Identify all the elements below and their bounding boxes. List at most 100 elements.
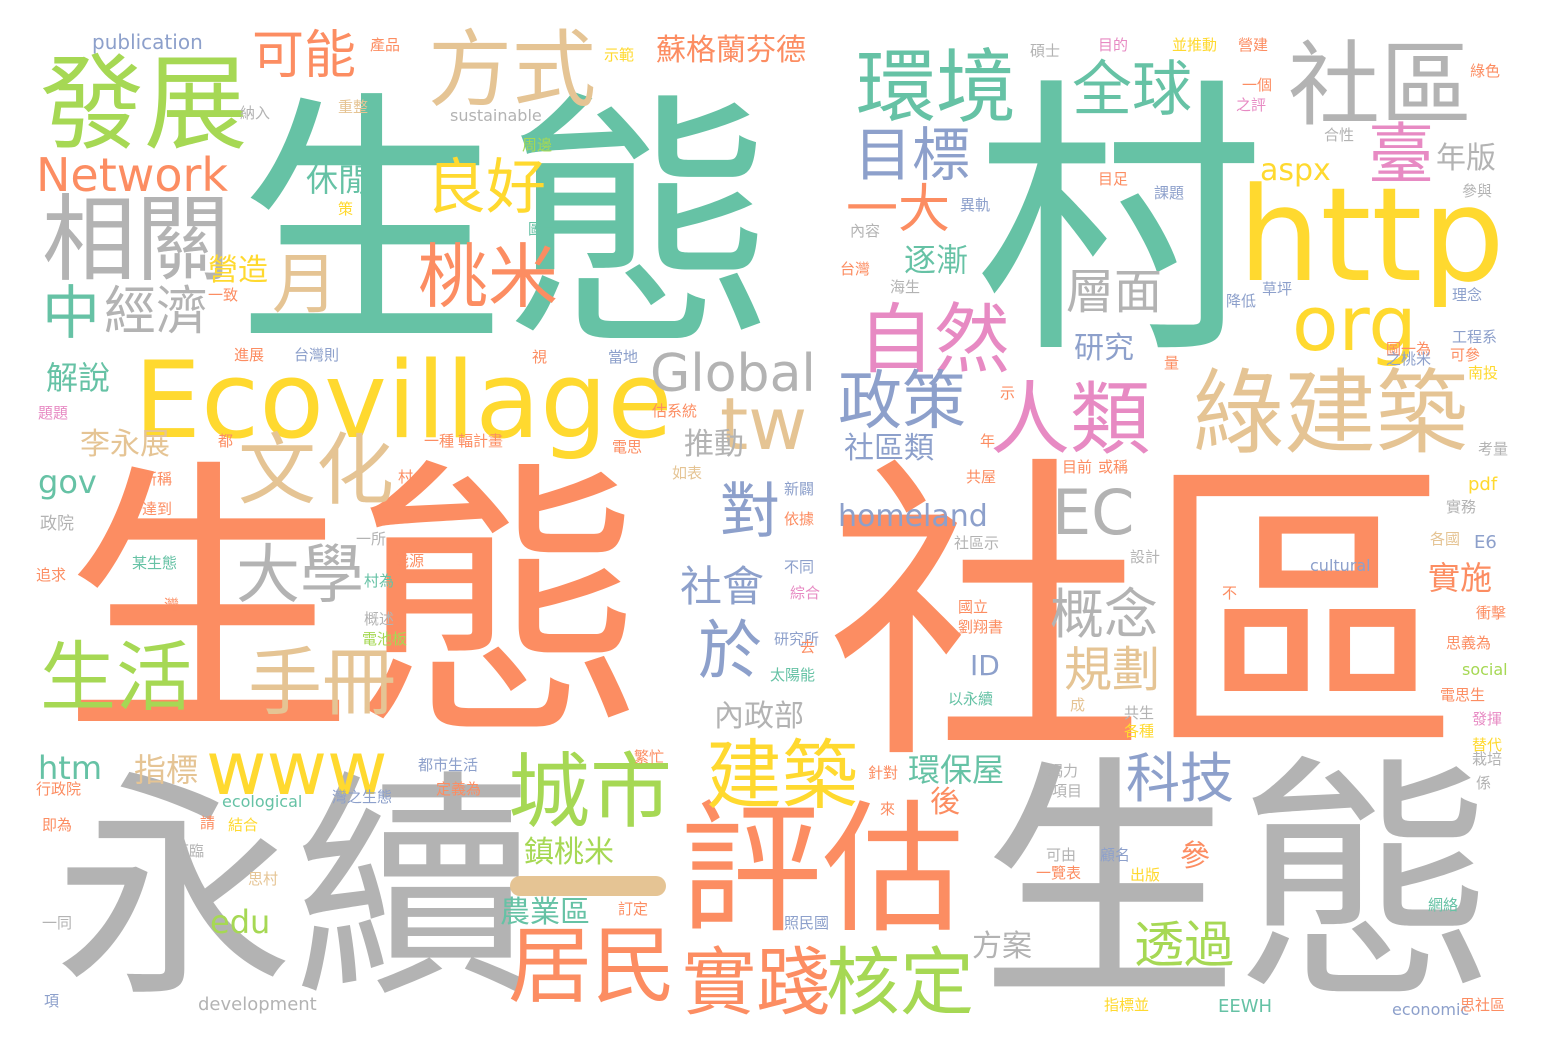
word: 太陽能 (770, 666, 816, 684)
word: 追求 (36, 566, 67, 584)
word: 降低 (1226, 292, 1257, 310)
word: 達到 (142, 500, 173, 518)
word: 實施 (1428, 559, 1493, 597)
word: 面臨 (174, 842, 205, 860)
word: 目的 (1098, 36, 1129, 54)
word: 結合 (228, 816, 259, 834)
word: 村 (974, 56, 1264, 393)
word: 圖一 (528, 220, 559, 238)
word: 休閒 (306, 161, 371, 199)
word: 營造 (208, 253, 268, 288)
word: 電思生 (1440, 686, 1486, 704)
word: 鎮桃米 (524, 835, 614, 870)
word: 社區類 (844, 431, 934, 466)
word: 年 (980, 432, 996, 450)
word: 衝擊 (1476, 604, 1507, 622)
word: economic (1392, 1000, 1470, 1019)
word: 生態 (980, 735, 1496, 1035)
word: 推動 (684, 427, 744, 462)
word: gov (38, 463, 97, 501)
word: 文化 (238, 426, 395, 516)
word: 蘇格蘭芬德 (656, 33, 806, 68)
word: 綠色 (1470, 62, 1501, 80)
word: sustainable (450, 106, 542, 125)
word: Global (650, 344, 816, 404)
word: 生態 (62, 436, 646, 776)
word: 一個 (1242, 76, 1273, 94)
word: 逐漸 (904, 241, 969, 279)
word: 納入 (240, 104, 271, 122)
word: 定義為 (436, 780, 482, 798)
word: 係 (1476, 774, 1492, 792)
word: 研究所 (774, 630, 820, 648)
word: 針對 (868, 764, 899, 782)
word: 所稱 (142, 470, 173, 488)
word: 某生態 (132, 554, 178, 572)
word: 重整 (338, 98, 369, 116)
word: 照民國 (784, 914, 830, 932)
word: 手冊 (248, 640, 396, 726)
word: 灣 (164, 596, 180, 614)
word: 考量 (1478, 440, 1509, 458)
word: 相關 (42, 186, 231, 295)
word: 之桃米 (1386, 350, 1432, 368)
word: 目足 (1098, 170, 1129, 188)
word: 來 (880, 800, 896, 818)
word: 如表 (672, 464, 703, 482)
word: 或稱 (1098, 458, 1129, 476)
word: 一大 (846, 180, 951, 240)
word: 科技 (1126, 747, 1234, 810)
word: 村為 (364, 572, 395, 590)
word: 替代 (1472, 736, 1503, 754)
word: 大學 (236, 539, 364, 613)
word: 透過 (1134, 916, 1234, 974)
word: 社會 (680, 562, 765, 611)
word: 一致 (208, 286, 239, 304)
word: 一覽表 (1036, 864, 1082, 882)
word: 一同 (42, 914, 73, 932)
word: 內容 (850, 222, 881, 240)
word: 灣之生態 (332, 788, 393, 806)
word: 台灣則 (294, 346, 340, 364)
word: 合性 (1324, 126, 1355, 144)
word: http (1238, 159, 1505, 311)
word: 月 (272, 246, 338, 323)
word: 一種 (424, 432, 455, 450)
word: 理念 (1452, 286, 1483, 304)
word: 各種 (1124, 722, 1155, 740)
word: 經濟 (104, 282, 209, 342)
word: 農業區 (500, 895, 590, 930)
word: 綜合 (790, 584, 821, 602)
word: pdf (1468, 474, 1498, 495)
word: 新闢 (784, 480, 815, 498)
word: 周邊 (522, 136, 553, 154)
word: 並推動 (1172, 36, 1218, 54)
word: 圖一為 (1386, 340, 1432, 358)
word: 城市 (508, 745, 673, 840)
word: 電池板 (362, 630, 408, 648)
word: 規劃 (1064, 642, 1161, 698)
word: 策 (338, 200, 354, 218)
word: 請 (200, 814, 216, 832)
word: 參與 (1462, 182, 1493, 200)
word: 永續 (54, 750, 535, 1030)
word: 後 (930, 785, 960, 820)
word: 電思 (612, 438, 643, 456)
word: 概念 (1050, 583, 1158, 646)
word: 人類 (990, 373, 1150, 466)
word: 繁忙 (634, 748, 665, 766)
word: 居民 (508, 917, 677, 1015)
word: 政院 (40, 514, 74, 534)
word: 異軌 (960, 196, 991, 214)
word: 輻計畫 (458, 432, 504, 450)
word: 產品 (370, 36, 401, 54)
word: 課題 (1154, 184, 1185, 202)
word: 依據 (784, 510, 815, 528)
word: 桃米 (418, 236, 558, 318)
word: 訂定 (618, 900, 649, 918)
word: edu (210, 903, 271, 941)
word: 都 (218, 432, 234, 450)
word: 視 (532, 348, 548, 366)
word: 示 (1000, 384, 1016, 402)
word: 當地 (608, 348, 639, 366)
